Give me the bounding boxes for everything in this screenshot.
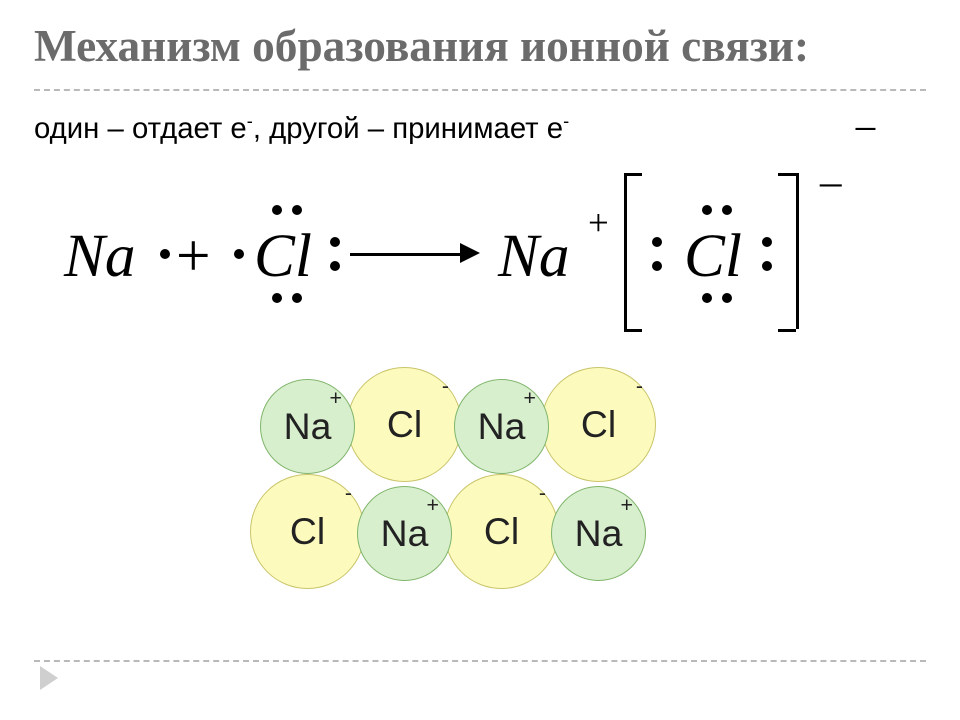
subtitle: один – отдает е-, другой – принимает е- (34, 111, 926, 146)
eq-cl2: Cl (684, 221, 742, 292)
ion-cl: Cl- (250, 474, 365, 589)
subtitle-sup2: - (563, 111, 569, 131)
ion-charge: + (330, 386, 342, 411)
title-divider (34, 89, 926, 91)
eq-cl1-dot-top-l (272, 205, 282, 215)
ion-charge: - (539, 481, 546, 506)
eq-na2-charge: + (588, 201, 609, 244)
ion-label: Cl (581, 403, 616, 446)
eq-cl1-dot-bot-l (272, 293, 282, 303)
eq-arrow-line (350, 253, 462, 256)
eq-rbracket-v (796, 173, 799, 329)
slide-marker-icon (40, 666, 58, 690)
eq-lbracket-t (624, 173, 642, 176)
ion-na: Na+ (260, 379, 355, 474)
bottom-divider (34, 660, 926, 662)
eq-cl2-dot-top-r (722, 205, 732, 215)
eq-cl2-dot-left-t (652, 237, 662, 247)
slide: Механизм образования ионной связи: один … (0, 0, 960, 720)
ion-charge: + (524, 386, 536, 411)
ion-label: Na (284, 405, 332, 448)
ion-label: Cl (484, 510, 519, 553)
eq-na1-dot (160, 249, 170, 259)
ion-na: Na+ (357, 486, 452, 581)
eq-cl-left-dot (234, 249, 244, 259)
ion-charge: + (621, 493, 633, 518)
ionic-equation: Na + Cl Na + Cl (64, 149, 926, 359)
eq-stray-mark: _ (856, 93, 875, 132)
ion-charge: - (345, 481, 352, 506)
eq-cl2-dot-bot-r (722, 293, 732, 303)
ion-label: Cl (387, 403, 422, 446)
ion-cl: Cl- (541, 367, 656, 482)
ion-label: Na (575, 512, 623, 555)
eq-lbracket-v (624, 173, 627, 329)
eq-na2: Na (498, 221, 570, 292)
ion-label: Na (381, 512, 429, 555)
subtitle-part1: один – отдает е (34, 111, 247, 144)
eq-rbracket-t (778, 173, 796, 176)
eq-arrow-head (460, 243, 480, 263)
eq-cl2-dot-bot-l (702, 293, 712, 303)
eq-cl2-dot-top-l (702, 205, 712, 215)
ion-charge: + (427, 493, 439, 518)
ion-na: Na+ (551, 486, 646, 581)
eq-cl2-dot-right-b (762, 261, 772, 271)
ion-label: Cl (290, 510, 325, 553)
ion-cl: Cl- (347, 367, 462, 482)
eq-cl1-dot-right-t (330, 237, 340, 247)
eq-lbracket-b (624, 329, 642, 332)
eq-cl1-dot-top-r (292, 205, 302, 215)
eq-cl2-dot-right-t (762, 237, 772, 247)
eq-plus-sign: + (176, 221, 211, 292)
eq-cl1: Cl (254, 221, 312, 292)
ion-label: Na (478, 405, 526, 448)
eq-cl2-dot-left-b (652, 261, 662, 271)
ion-na: Na+ (454, 379, 549, 474)
subtitle-part2: , другой – принимает е (253, 111, 563, 144)
ion-charge: - (636, 374, 643, 399)
ionic-lattice: Na+Cl-Na+Cl-Cl-Na+Cl-Na+ (34, 359, 926, 609)
ion-cl: Cl- (444, 474, 559, 589)
ion-charge: - (442, 374, 449, 399)
eq-cl1-dot-right-b (330, 261, 340, 271)
slide-title: Механизм образования ионной связи: (34, 18, 926, 75)
eq-cl1-dot-bot-r (292, 293, 302, 303)
eq-na1: Na (64, 221, 136, 292)
eq-bracket-charge: _ (820, 143, 841, 192)
eq-rbracket-b (778, 329, 796, 332)
